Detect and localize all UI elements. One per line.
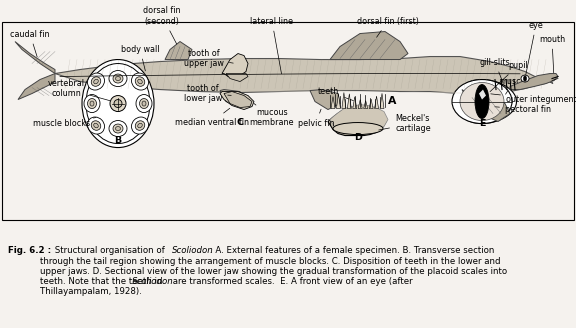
Text: pelvic fin: pelvic fin xyxy=(298,109,334,128)
Text: B: B xyxy=(115,135,122,145)
Ellipse shape xyxy=(91,77,101,86)
Polygon shape xyxy=(457,80,517,124)
Polygon shape xyxy=(342,92,346,109)
Text: teeth. Note that the teeth in: teeth. Note that the teeth in xyxy=(40,277,165,286)
Polygon shape xyxy=(220,90,245,107)
Ellipse shape xyxy=(139,98,149,109)
Ellipse shape xyxy=(90,101,94,106)
Ellipse shape xyxy=(116,76,120,81)
Ellipse shape xyxy=(114,99,122,108)
Text: vertebral
column: vertebral column xyxy=(47,79,111,101)
Polygon shape xyxy=(369,99,373,109)
Ellipse shape xyxy=(142,101,146,106)
Text: eye: eye xyxy=(525,21,543,76)
Polygon shape xyxy=(363,100,367,109)
Polygon shape xyxy=(336,94,340,109)
Text: median ventral fin: median ventral fin xyxy=(175,108,249,127)
Text: Thillayampalam, 1928).: Thillayampalam, 1928). xyxy=(40,287,142,296)
Text: Scoliodon: Scoliodon xyxy=(132,277,174,286)
Polygon shape xyxy=(479,90,486,99)
Ellipse shape xyxy=(94,123,98,128)
Ellipse shape xyxy=(138,79,142,84)
Polygon shape xyxy=(310,90,340,110)
Text: Meckel's
cartilage: Meckel's cartilage xyxy=(379,114,431,133)
Text: Scoliodon: Scoliodon xyxy=(172,246,214,255)
Ellipse shape xyxy=(91,121,101,130)
Text: mucous
membrane: mucous membrane xyxy=(250,104,294,127)
Ellipse shape xyxy=(131,117,149,134)
Ellipse shape xyxy=(116,127,120,131)
Polygon shape xyxy=(226,73,248,82)
Text: pupil: pupil xyxy=(490,61,528,92)
Text: are transformed scales.  E. A front view of an eye (after: are transformed scales. E. A front view … xyxy=(170,277,412,286)
Ellipse shape xyxy=(475,85,489,118)
Ellipse shape xyxy=(110,95,126,112)
Polygon shape xyxy=(330,105,388,133)
Ellipse shape xyxy=(94,79,98,84)
Polygon shape xyxy=(353,97,357,109)
Ellipse shape xyxy=(113,74,123,83)
Ellipse shape xyxy=(82,60,154,148)
Text: muscle: muscle xyxy=(499,77,528,94)
Text: teeth: teeth xyxy=(317,87,354,101)
Ellipse shape xyxy=(109,71,127,87)
Ellipse shape xyxy=(84,94,100,113)
Polygon shape xyxy=(165,42,192,60)
Text: A: A xyxy=(388,95,396,106)
Polygon shape xyxy=(330,31,408,60)
Text: . A. External features of a female specimen. B. Transverse section: . A. External features of a female speci… xyxy=(210,246,494,255)
Polygon shape xyxy=(15,42,55,73)
Polygon shape xyxy=(358,100,362,109)
Polygon shape xyxy=(222,53,248,78)
Ellipse shape xyxy=(521,75,529,82)
Ellipse shape xyxy=(131,73,149,90)
Ellipse shape xyxy=(109,121,127,136)
Ellipse shape xyxy=(88,73,104,90)
Text: outer integument: outer integument xyxy=(491,94,576,104)
Text: caudal fin: caudal fin xyxy=(10,30,50,57)
Text: dorsal fin (first): dorsal fin (first) xyxy=(357,16,419,37)
Polygon shape xyxy=(220,92,254,110)
Ellipse shape xyxy=(113,124,123,133)
Ellipse shape xyxy=(135,121,145,130)
Text: body wall: body wall xyxy=(121,45,159,71)
Text: Structural organisation of: Structural organisation of xyxy=(52,246,168,255)
Ellipse shape xyxy=(135,77,145,86)
Ellipse shape xyxy=(138,123,142,128)
Ellipse shape xyxy=(524,76,526,81)
Text: D: D xyxy=(354,133,362,142)
Ellipse shape xyxy=(88,98,97,109)
Polygon shape xyxy=(374,96,378,109)
Text: muscle blocks: muscle blocks xyxy=(33,117,96,128)
Text: tooth of
lower jaw: tooth of lower jaw xyxy=(184,84,231,103)
Polygon shape xyxy=(380,93,384,109)
Polygon shape xyxy=(462,90,510,122)
Text: gill-slits: gill-slits xyxy=(480,57,510,83)
Polygon shape xyxy=(347,94,351,109)
Text: pectoral fin: pectoral fin xyxy=(495,105,551,114)
Polygon shape xyxy=(18,73,55,99)
Text: mouth: mouth xyxy=(539,34,565,76)
Text: C: C xyxy=(237,117,244,127)
Text: upper jaws. D. Sectional view of the lower jaw showing the gradual transformatio: upper jaws. D. Sectional view of the low… xyxy=(40,267,507,276)
Text: tooth of
upper jaw: tooth of upper jaw xyxy=(184,49,233,68)
Polygon shape xyxy=(510,73,558,90)
Ellipse shape xyxy=(333,123,383,134)
Text: Fig. 6.2 :: Fig. 6.2 : xyxy=(8,246,51,255)
Ellipse shape xyxy=(136,94,152,113)
Text: lateral line: lateral line xyxy=(251,16,294,74)
Ellipse shape xyxy=(88,117,104,134)
Ellipse shape xyxy=(452,80,512,124)
Polygon shape xyxy=(55,56,553,93)
Polygon shape xyxy=(328,107,386,135)
Polygon shape xyxy=(80,82,545,93)
Polygon shape xyxy=(331,96,335,109)
Text: through the tail region showing the arrangement of muscle blocks. C. Disposition: through the tail region showing the arra… xyxy=(40,257,501,266)
Text: dorsal fin
(second): dorsal fin (second) xyxy=(143,6,181,44)
Ellipse shape xyxy=(460,83,504,121)
Text: E: E xyxy=(479,118,485,128)
Polygon shape xyxy=(224,92,252,108)
